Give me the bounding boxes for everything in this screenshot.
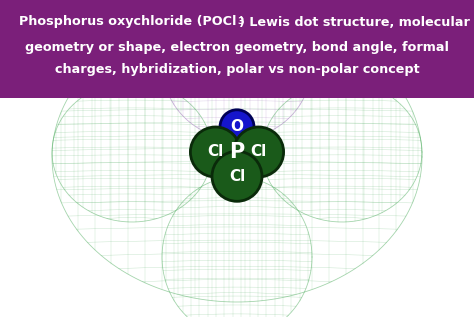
Text: ) Lewis dot structure, molecular: ) Lewis dot structure, molecular — [239, 16, 470, 29]
Text: Cl: Cl — [250, 145, 267, 159]
Text: 3: 3 — [237, 16, 243, 25]
Circle shape — [212, 151, 262, 201]
Circle shape — [220, 110, 254, 144]
Text: Phosphorus oxychloride (POCl: Phosphorus oxychloride (POCl — [19, 16, 237, 29]
Bar — [0, 0, 474, 98]
Circle shape — [191, 127, 240, 177]
Text: geometry or shape, electron geometry, bond angle, formal: geometry or shape, electron geometry, bo… — [25, 41, 449, 54]
Text: Cl: Cl — [207, 145, 224, 159]
Text: O: O — [230, 119, 244, 134]
Text: Cl: Cl — [229, 169, 245, 184]
Circle shape — [234, 127, 283, 177]
Circle shape — [209, 124, 265, 180]
Text: charges, hybridization, polar vs non-polar concept: charges, hybridization, polar vs non-pol… — [55, 63, 419, 76]
Text: P: P — [229, 142, 245, 162]
